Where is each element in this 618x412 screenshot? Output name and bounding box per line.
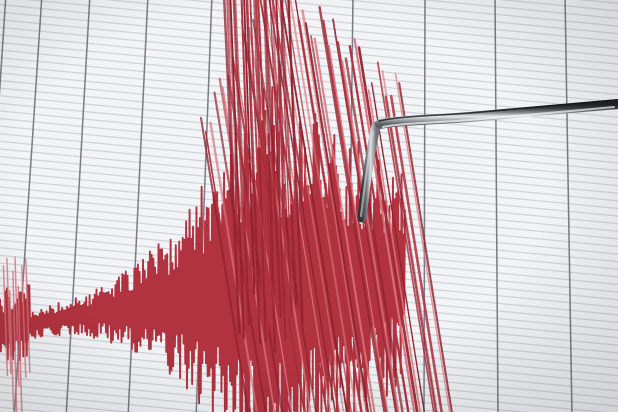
seismograph-canvas — [0, 0, 618, 412]
seismograph-image — [0, 0, 618, 412]
